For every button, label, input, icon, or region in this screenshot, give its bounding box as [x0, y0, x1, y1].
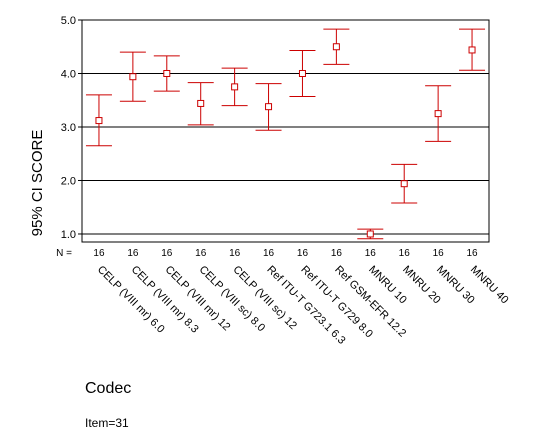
mean-marker [468, 46, 476, 54]
n-value: 16 [161, 248, 173, 259]
error-bar [357, 228, 384, 240]
mean-marker [434, 110, 442, 118]
mean-marker [163, 69, 171, 77]
y-tick-label: 1.0 [61, 229, 76, 241]
n-value: 16 [399, 248, 411, 259]
error-bar [255, 83, 282, 131]
footnote: Item=31 [85, 416, 129, 430]
n-value: 16 [195, 248, 207, 259]
error-bar [425, 85, 452, 142]
n-value: 16 [297, 248, 309, 259]
error-bar [221, 67, 248, 107]
n-value: 16 [466, 248, 478, 259]
plot-frame [81, 19, 490, 243]
y-axis: 1.0 2.0 3.0 4.0 5.0 [61, 15, 82, 241]
n-value: 16 [263, 248, 275, 259]
error-bar [459, 28, 486, 71]
mean-marker [298, 69, 306, 77]
n-label: N = [56, 248, 72, 259]
x-axis-title: Codec [85, 380, 131, 397]
y-tick-label: 5.0 [61, 15, 76, 27]
mean-marker [129, 73, 137, 81]
error-bar [119, 51, 146, 102]
error-bar-series [85, 28, 486, 240]
x-tick-label: CELP (VIII mr) 6.0 [95, 264, 167, 336]
mean-marker [332, 43, 340, 51]
error-bar [153, 55, 180, 92]
error-bar [187, 82, 214, 126]
y-tick-label: 4.0 [61, 68, 76, 80]
n-row: N = 16 16 16 16 16 16 16 16 16 16 16 16 [56, 248, 478, 259]
mean-marker [400, 180, 408, 188]
x-tick-label: CELP (VIII sc) 12 [231, 264, 299, 332]
mean-marker [197, 99, 205, 107]
error-bar [289, 49, 316, 97]
n-value: 16 [331, 248, 343, 259]
n-value: 16 [93, 248, 105, 259]
mean-marker [231, 83, 239, 91]
error-bar [85, 94, 112, 147]
y-axis-title: 95% CI SCORE [29, 130, 46, 237]
mean-marker [366, 230, 374, 238]
mean-marker [95, 117, 103, 125]
gridlines [82, 72, 489, 235]
mean-marker [265, 103, 273, 111]
y-tick-label: 3.0 [61, 122, 76, 134]
n-value: 16 [365, 248, 377, 259]
n-value: 16 [127, 248, 139, 259]
y-tick-label: 2.0 [61, 175, 76, 187]
n-value: 16 [433, 248, 445, 259]
plot-area [81, 19, 490, 243]
n-value: 16 [229, 248, 241, 259]
error-bar [323, 28, 350, 65]
error-bar [391, 163, 418, 204]
